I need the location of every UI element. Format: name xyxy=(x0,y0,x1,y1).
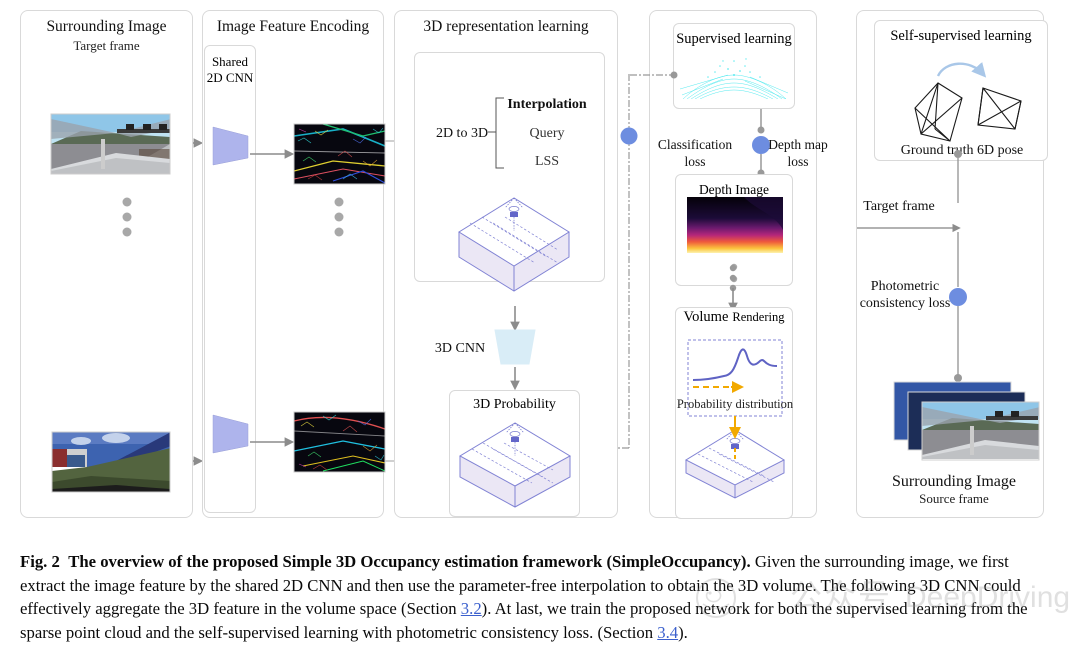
svg-text:Surrounding Image: Surrounding Image xyxy=(892,473,1016,490)
svg-text:3D CNN: 3D CNN xyxy=(435,341,485,356)
svg-text:Source frame: Source frame xyxy=(919,491,989,506)
svg-text:2D to 3D: 2D to 3D xyxy=(436,126,488,141)
svg-text:LSS: LSS xyxy=(535,154,559,169)
svg-text:Interpolation: Interpolation xyxy=(507,97,587,112)
svg-text:Probability distribution: Probability distribution xyxy=(677,397,794,411)
svg-text:Query: Query xyxy=(530,126,565,141)
